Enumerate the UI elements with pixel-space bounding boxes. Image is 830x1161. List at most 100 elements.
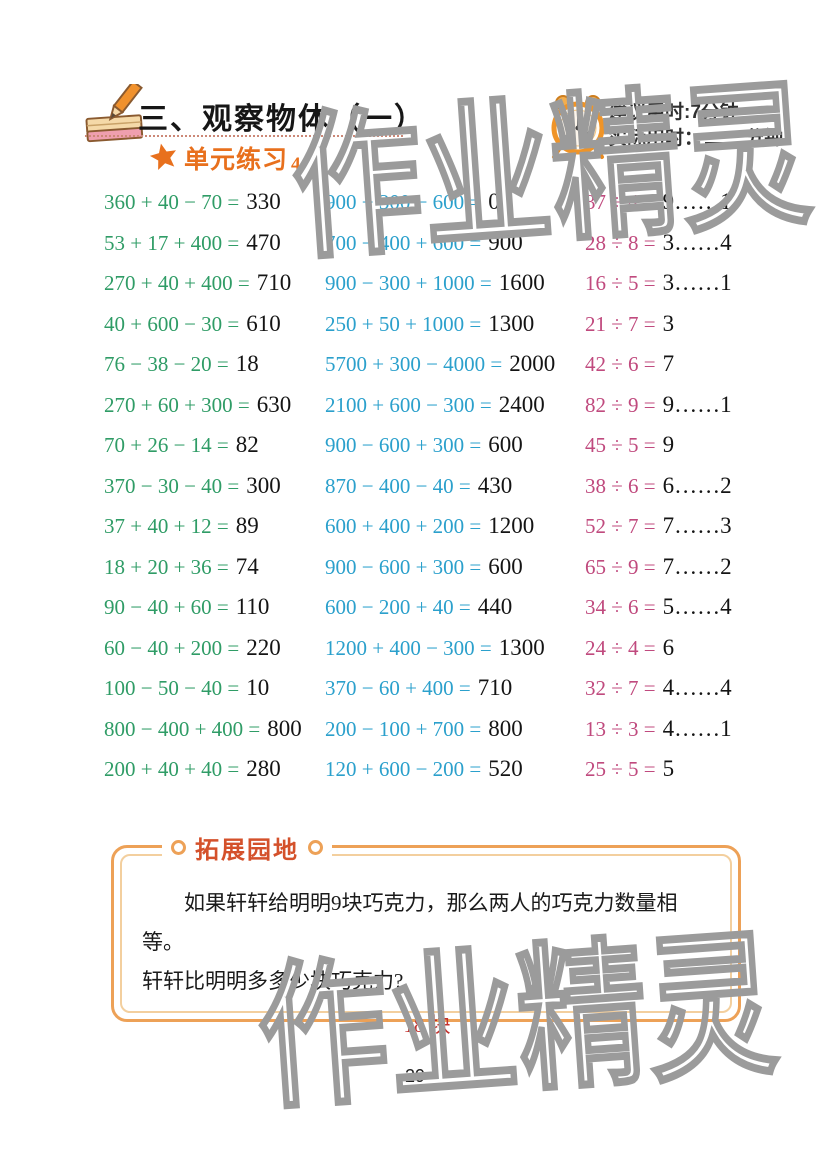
math-problem-cell: 53 + 17 + 400 = 470 (104, 230, 325, 256)
math-problem-cell: 42 ÷ 6 = 7 (585, 351, 780, 377)
answer: 5 (662, 756, 675, 782)
expression: 370 − 30 − 40 = (104, 473, 240, 498)
expansion-box-inner-border (120, 854, 732, 1013)
word-problem: 如果轩轩给明明9块巧克力，那么两人的巧克力数量相等。 轩轩比明明多多少块巧克力?… (142, 884, 712, 1045)
expansion-box-label: 拓展园地 (162, 830, 332, 865)
unit-exercise-number: 4 (291, 154, 301, 175)
math-problem-cell: 34 ÷ 6 = 5……4 (585, 594, 780, 620)
page-number: 29 (404, 1066, 426, 1086)
answer: 7 (662, 351, 675, 377)
math-problem-cell: 250 + 50 + 1000 = 1300 (325, 311, 585, 337)
expression: 600 − 200 + 40 = (325, 595, 471, 620)
expression: 90 − 40 + 60 = (104, 595, 229, 620)
expression: 24 ÷ 4 = (585, 635, 656, 660)
math-problem-cell: 100 − 50 − 40 = 10 (104, 675, 325, 701)
unit-exercise-label: 单元练习 (184, 147, 289, 174)
actual-time-blank[interactable] (705, 128, 744, 144)
answer: 610 (246, 310, 281, 336)
answer: 7……2 (662, 553, 732, 579)
answer: 82 (235, 432, 259, 458)
expression: 800 − 400 + 400 = (104, 716, 261, 741)
expression: 18 + 20 + 36 = (104, 554, 229, 579)
math-problem-cell: 37 + 40 + 12 = 89 (104, 513, 325, 539)
math-problem-cell: 600 − 200 + 40 = 440 (325, 594, 585, 620)
math-problem-cell: 70 + 26 − 14 = 82 (104, 432, 325, 458)
answer: 630 (256, 391, 292, 417)
expression: 13 ÷ 3 = (585, 716, 656, 741)
alarm-clock-icon (551, 95, 605, 159)
math-problem-cell: 18 + 20 + 36 = 74 (104, 554, 325, 580)
expression: 60 − 40 + 200 = (104, 635, 240, 660)
answer: 600 (488, 553, 523, 579)
math-problem-cell: 900 − 600 + 300 = 600 (325, 432, 585, 458)
math-problem-cell: 200 + 40 + 40 = 280 (104, 756, 325, 782)
expression: 52 ÷ 7 = (585, 514, 656, 539)
answer: 4……1 (662, 715, 732, 741)
expression: 21 ÷ 7 = (585, 311, 656, 336)
expression: 42 ÷ 6 = (585, 352, 656, 377)
expression: 45 ÷ 5 = (585, 433, 656, 458)
answer: 5……4 (662, 594, 732, 620)
problems-grid: 360 + 40 − 70 = 330 900 − 300 − 600 = 0 37… (104, 182, 780, 790)
answer: 3 (662, 310, 675, 336)
expression: 200 − 100 + 700 = (325, 716, 482, 741)
answer: 300 (246, 472, 281, 498)
math-problem-cell: 25 ÷ 5 = 5 (585, 756, 780, 782)
math-problem-cell: 370 − 30 − 40 = 300 (104, 473, 325, 499)
expression: 76 − 38 − 20 = (104, 352, 229, 377)
math-problem-cell: 270 + 60 + 300 = 630 (104, 392, 325, 418)
answer: 800 (488, 715, 523, 741)
answer: 110 (235, 594, 270, 620)
math-problem-cell: 13 ÷ 3 = 4……1 (585, 716, 780, 742)
star-icon (149, 143, 176, 171)
word-problem-line2: 轩轩比明明多多少块巧克力? (142, 969, 404, 993)
answer: 6……2 (662, 472, 732, 498)
math-problem-cell: 800 − 400 + 400 = 800 (104, 716, 325, 742)
math-problem-cell: 900 − 600 + 300 = 600 (325, 554, 585, 580)
answer: 600 (488, 432, 523, 458)
expression: 1200 + 400 − 300 = (325, 635, 492, 660)
expression: 120 + 600 − 200 = (325, 757, 482, 782)
math-problem-cell: 24 ÷ 4 = 6 (585, 635, 780, 661)
math-problem-cell: 120 + 600 − 200 = 520 (325, 756, 585, 782)
expansion-label-text: 拓展园地 (195, 838, 299, 864)
expression: 2100 + 600 − 300 = (325, 392, 492, 417)
expression: 28 ÷ 8 = (585, 230, 656, 255)
math-problem-cell: 21 ÷ 7 = 3 (585, 311, 780, 337)
math-problem-cell: 82 ÷ 9 = 9……1 (585, 392, 780, 418)
expression: 100 − 50 − 40 = (104, 676, 240, 701)
expression: 370 − 60 + 400 = (325, 676, 471, 701)
math-problem-cell: 32 ÷ 7 = 4……4 (585, 675, 780, 701)
word-problem-answer: 18 块 (403, 1013, 451, 1037)
expression: 270 + 60 + 300 = (104, 392, 250, 417)
expression: 900 − 600 + 300 = (325, 554, 482, 579)
expression: 5700 + 300 − 4000 = (325, 352, 503, 377)
math-problem-cell: 600 + 400 + 200 = 1200 (325, 513, 585, 539)
expression: 200 + 40 + 40 = (104, 757, 240, 782)
math-problem-cell: 28 ÷ 8 = 3……4 (585, 230, 780, 256)
answer: 2400 (498, 391, 545, 417)
expression: 250 + 50 + 1000 = (325, 311, 482, 336)
pencil-eraser-icon (85, 84, 144, 143)
math-problem-cell: 40 + 600 − 30 = 610 (104, 311, 325, 337)
expression: 40 + 600 − 30 = (104, 311, 240, 336)
expression: 900 − 300 − 600 = (325, 190, 482, 215)
answer: 3……4 (662, 229, 732, 255)
expression: 360 + 40 − 70 = (104, 190, 240, 215)
expression: 38 ÷ 6 = (585, 473, 656, 498)
answer: 4……4 (662, 675, 732, 701)
answer: 9……1 (662, 391, 732, 417)
math-problem-cell: 360 + 40 − 70 = 330 (104, 189, 325, 215)
answer: 9 (662, 432, 675, 458)
ring-icon (308, 840, 323, 855)
expression: 37 ÷ 4 = (585, 190, 656, 215)
title-underline (85, 135, 403, 137)
math-problem-cell: 2100 + 600 − 300 = 2400 (325, 392, 585, 418)
page-title: 三、观察物体（一） (138, 103, 426, 136)
expression: 270 + 40 + 400 = (104, 271, 250, 296)
answer: 280 (246, 756, 281, 782)
answer: 3……1 (662, 270, 732, 296)
math-problem-cell: 1200 + 400 − 300 = 1300 (325, 635, 585, 661)
math-problem-cell: 60 − 40 + 200 = 220 (104, 635, 325, 661)
answer: 74 (235, 553, 259, 579)
